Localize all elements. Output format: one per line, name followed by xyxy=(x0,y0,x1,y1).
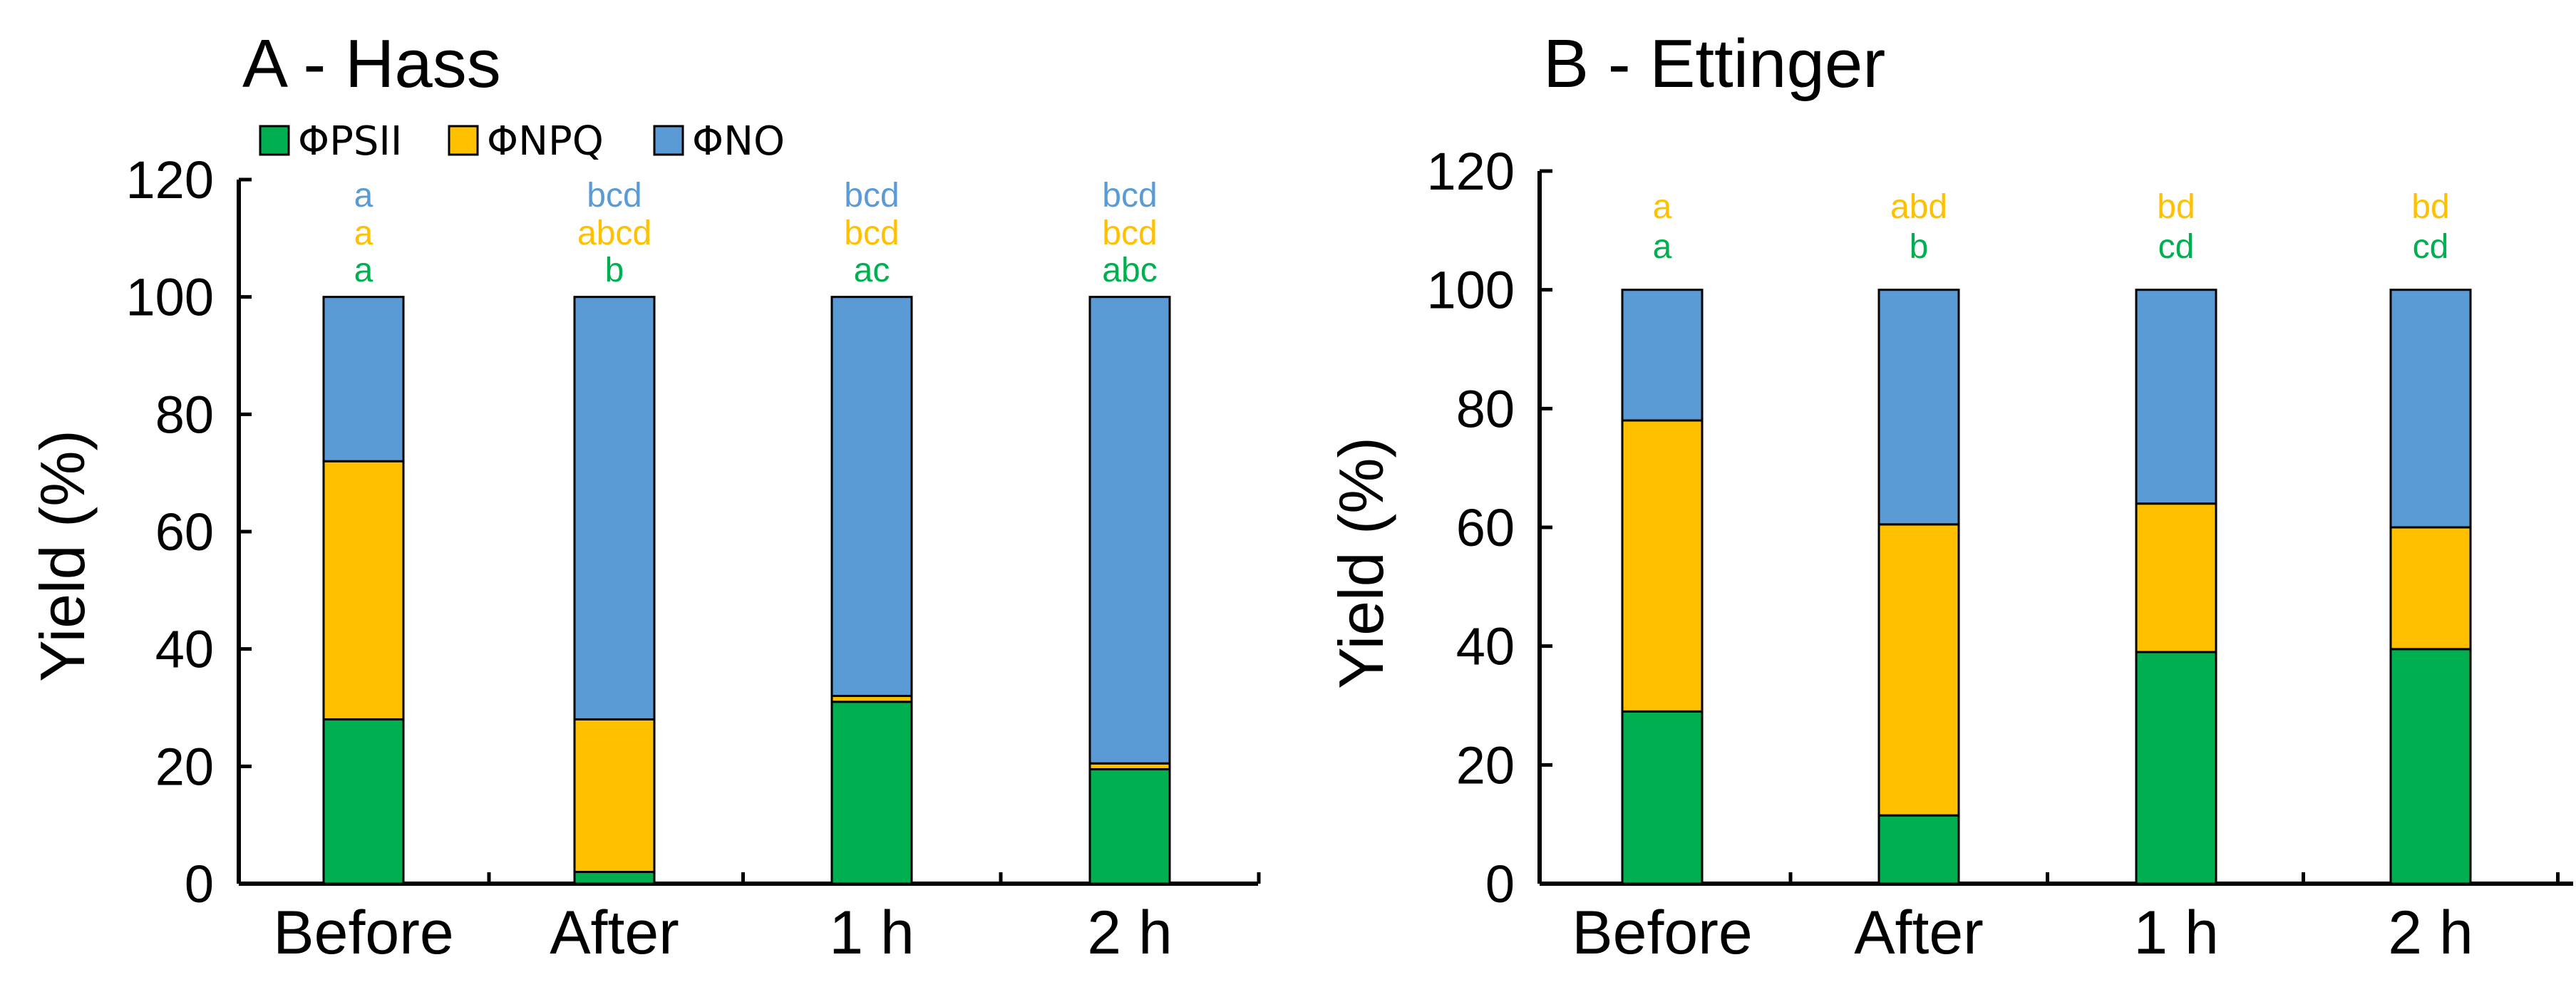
panel-a-xtick-label: 1 h xyxy=(829,899,915,967)
panel-b-letter-psii: b xyxy=(1910,228,1929,266)
panel-b-ylabel: Yield (%) xyxy=(1326,437,1396,689)
panel-b-title: B - Ettinger xyxy=(1543,26,1885,102)
panel-a-letter-psii: ac xyxy=(854,252,890,289)
panel-b-bar-no xyxy=(1877,289,1960,526)
panel-b-letter-npq: abd xyxy=(1890,188,1947,226)
panel-a-bar-psii xyxy=(1088,768,1171,885)
panel-a-ytick-label: 100 xyxy=(126,268,214,327)
panel-a-ylabel: Yield (%) xyxy=(27,430,98,682)
panel-b-bar-no xyxy=(1621,289,1704,422)
panel-b-bar-psii xyxy=(2135,651,2217,885)
panel-b-xtick-label: Before xyxy=(1572,899,1752,967)
panel-b-ytick-label: 80 xyxy=(1456,379,1515,438)
panel-a-ytick-label: 80 xyxy=(155,385,214,444)
legend-label-no: ΦNO xyxy=(692,118,785,165)
panel-b-bar-npq xyxy=(2135,502,2217,653)
panel-b-bar-npq xyxy=(1621,419,1704,713)
panel-a-letter-npq: a xyxy=(354,215,373,252)
panel-a-plot: 0 20 40 60 80 100 120 Before After 1 h 2 h a b ac abc a… xyxy=(126,150,1261,967)
panel-b-letter-psii: a xyxy=(1653,228,1672,266)
panel-b-ytick-label: 40 xyxy=(1456,617,1515,676)
panel-a-letter-no: bcd xyxy=(844,177,899,215)
legend: ΦPSII ΦNPQ ΦNO xyxy=(259,118,785,165)
panel-a-ytick-label: 0 xyxy=(185,854,214,914)
legend-label-npq: ΦNPQ xyxy=(487,118,604,165)
panel-a-bar-psii xyxy=(322,718,405,885)
panel-a-letter-psii: a xyxy=(354,252,373,289)
panel-a-letter-npq: bcd xyxy=(844,215,899,252)
panel-a-bar-no xyxy=(830,296,913,698)
panel-a-letter-psii: b xyxy=(605,252,624,289)
panel-a-bar-npq xyxy=(322,460,405,720)
panel-a-xtick-label: After xyxy=(550,899,679,967)
panel-b-ytick-label: 0 xyxy=(1485,854,1515,914)
panel-b-bar-npq xyxy=(2389,526,2472,651)
panel-a-letter-npq: bcd xyxy=(1102,215,1157,252)
panel-b-bar-psii xyxy=(1621,710,1704,885)
panel-a-bar-psii xyxy=(573,871,656,885)
panel-b-letter-npq: bd xyxy=(2411,188,2449,226)
panel-b-ytick-label: 120 xyxy=(1427,142,1515,201)
panel-a-bar-npq xyxy=(573,718,656,874)
panel-b-xtick-label: 1 h xyxy=(2133,899,2219,967)
panel-a-letter-no: a xyxy=(354,177,373,215)
panel-a-bar-no xyxy=(573,296,656,720)
legend-label-psii: ΦPSII xyxy=(298,118,402,165)
panel-a-ytick-label: 120 xyxy=(126,150,214,210)
panel-a-letter-no: bcd xyxy=(587,177,642,215)
panel-b-bar-no xyxy=(2135,289,2217,505)
panel-b-letter-npq: a xyxy=(1653,188,1672,226)
panel-b-bar-npq xyxy=(1877,523,1960,817)
panel-b-letter-psii: cd xyxy=(2158,228,2195,266)
legend-swatch-no xyxy=(653,125,684,156)
panel-a-ytick-label: 20 xyxy=(155,737,214,796)
panel-b-bar-no xyxy=(2389,289,2472,529)
panel-b-letter-psii: cd xyxy=(2413,228,2449,266)
legend-swatch-psii xyxy=(259,125,290,156)
panel-a-xtick-label: 2 h xyxy=(1087,899,1173,967)
panel-a-letter-no: bcd xyxy=(1102,177,1157,215)
panel-b-xtick-label: 2 h xyxy=(2388,899,2473,967)
panel-a-bar-psii xyxy=(830,701,913,885)
panel-b-xtick-label: After xyxy=(1854,899,1984,967)
panel-b-ytick-label: 20 xyxy=(1456,735,1515,795)
panel-a-ytick-label: 60 xyxy=(155,502,214,562)
panel-a-letter-npq: abcd xyxy=(577,215,651,252)
panel-a-xtick-label: Before xyxy=(273,899,453,967)
panel-b-ytick-label: 100 xyxy=(1427,261,1515,320)
legend-swatch-npq xyxy=(448,125,479,156)
panel-b-letter-npq: bd xyxy=(2157,188,2195,226)
panel-a-title: A - Hass xyxy=(242,26,501,102)
panel-a-bar-no xyxy=(1088,296,1171,765)
panel-a-bar-no xyxy=(322,296,405,463)
panel-b-bar-psii xyxy=(1877,814,1960,885)
panel-b-bar-psii xyxy=(2389,648,2472,885)
panel-b-ytick-label: 60 xyxy=(1456,498,1515,557)
panel-a-ytick-label: 40 xyxy=(155,620,214,679)
panel-b-plot: 0 20 40 60 80 100 120 Before After 1 h 2 h a b cd cd a a… xyxy=(1427,142,2573,967)
panel-a-letter-psii: abc xyxy=(1102,252,1157,289)
